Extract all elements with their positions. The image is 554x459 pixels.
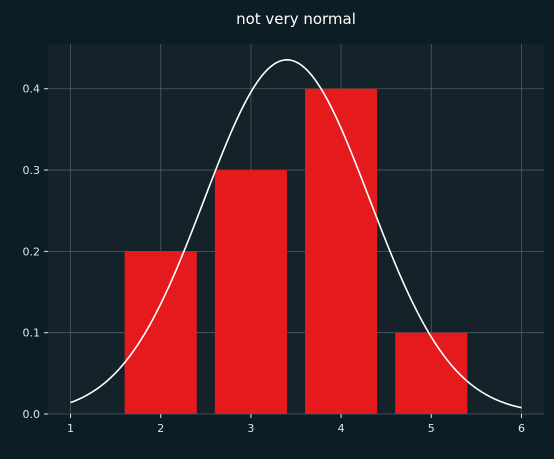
y-tick-label: 0.4: [23, 83, 41, 96]
y-tick-label: 0.3: [23, 164, 41, 177]
x-tick-label: 3: [247, 422, 254, 435]
y-tick-label: 0.1: [23, 327, 41, 340]
y-tick-label: 0.2: [23, 245, 41, 258]
x-tick-label: 4: [338, 422, 345, 435]
bar-4: [305, 88, 378, 414]
x-tick-label: 1: [67, 422, 74, 435]
y-tick-label: 0.0: [23, 408, 41, 421]
x-tick-label: 2: [157, 422, 164, 435]
plot-area: [48, 44, 544, 414]
chart-title: not very normal: [236, 10, 356, 28]
bar-2: [124, 251, 197, 414]
bar-5: [395, 332, 468, 414]
normal-curve: [70, 59, 522, 409]
x-tick-label: 6: [518, 422, 525, 435]
x-tick-label: 5: [428, 422, 435, 435]
bar-3: [214, 170, 287, 414]
axes: 1 2 3 4 5 6 0.0 0.1 0.2 0.3 0.4: [23, 83, 525, 435]
bars: [124, 88, 468, 414]
normal-curve-layer: [70, 59, 522, 409]
